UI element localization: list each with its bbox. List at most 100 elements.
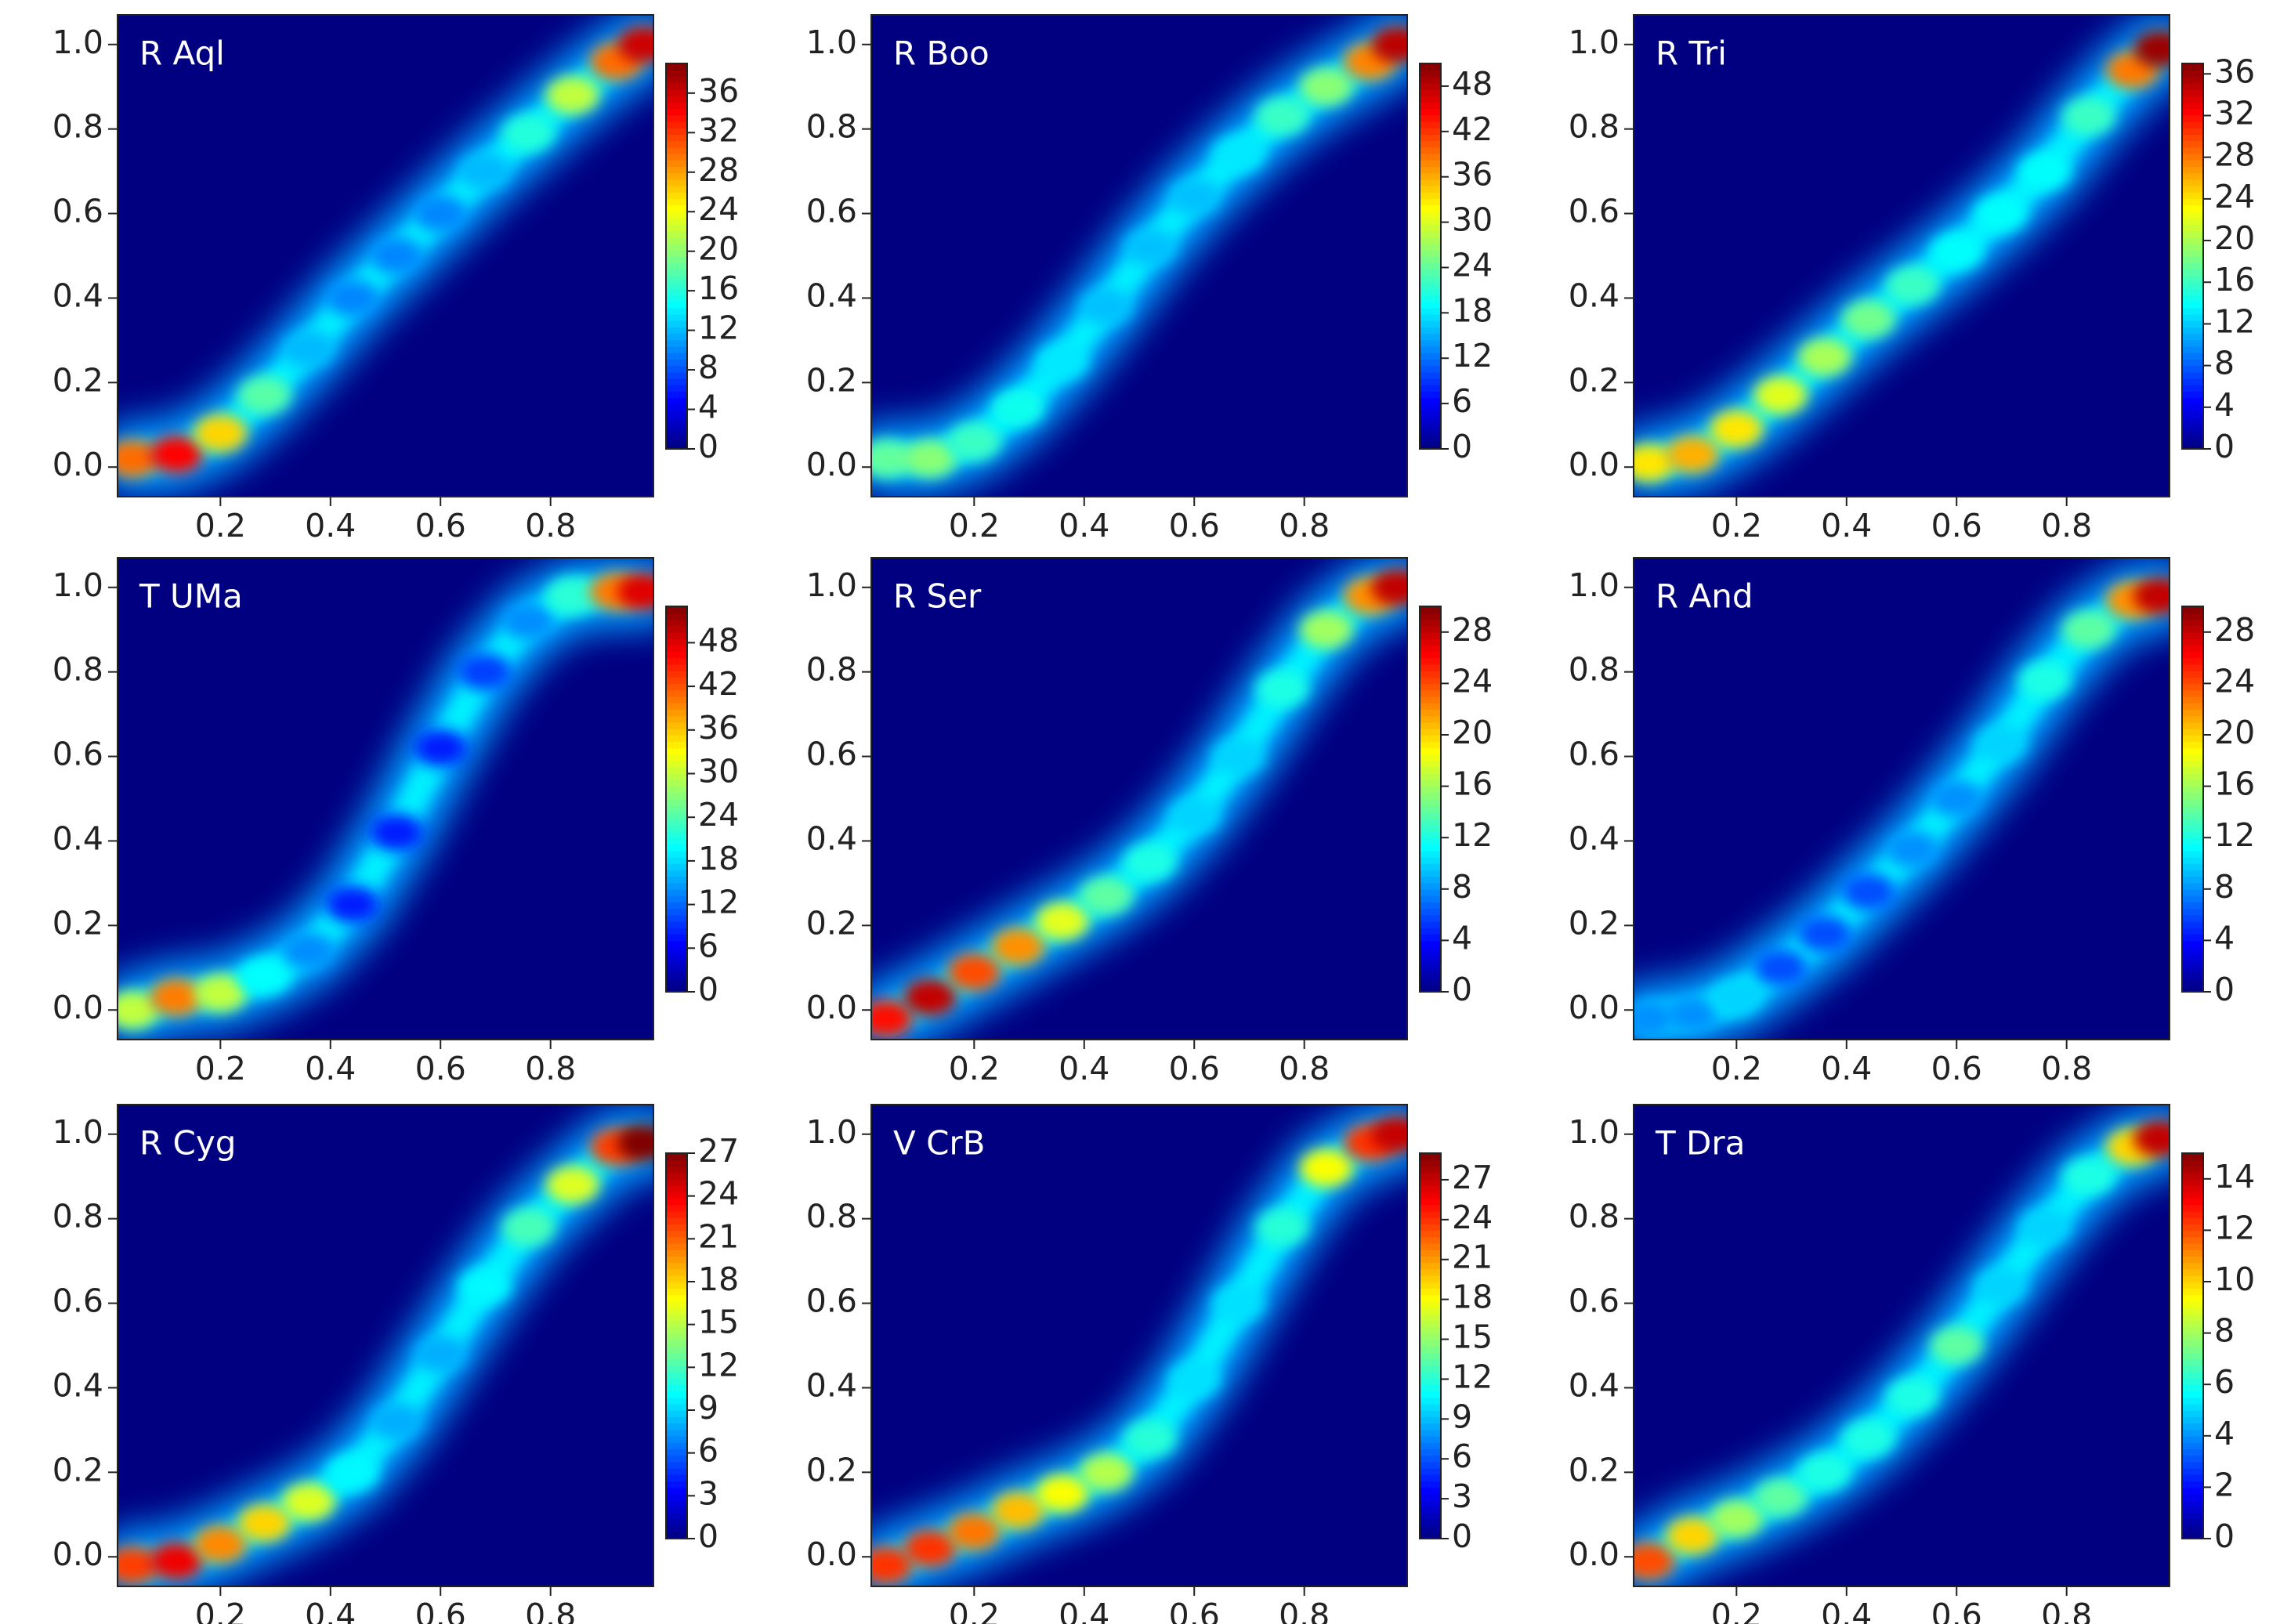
- density-peak: [281, 931, 335, 970]
- colorbar-tick-label: 3: [1452, 1478, 1472, 1515]
- y-tick-label: 0.0: [52, 1535, 103, 1573]
- y-tick-label: 0.6: [52, 193, 103, 230]
- x-tick-label: 0.2: [949, 1597, 1000, 1624]
- density-peak: [194, 974, 248, 1012]
- y-tick-label: 0.8: [806, 108, 857, 146]
- colorbar-tick-label: 0: [1452, 1517, 1472, 1555]
- density-peak: [1255, 1208, 1309, 1246]
- plot-frame: [117, 1104, 654, 1587]
- plot-area: [118, 558, 653, 1040]
- colorbar-tick-label: 15: [698, 1304, 739, 1341]
- x-tick-label: 0.8: [525, 507, 576, 544]
- colorbar-tick-label: 16: [2214, 261, 2255, 298]
- x-tick-label: 0.8: [2041, 507, 2092, 544]
- colorbar: 0 6 12 18 24 30 36 42 48: [665, 606, 739, 1008]
- x-tick-label: 0.6: [1931, 1597, 1982, 1624]
- density-peak: [1211, 737, 1265, 776]
- density-peak: [2061, 97, 2115, 136]
- density-peak: [2018, 661, 2072, 700]
- colorbar-tick-label: 18: [698, 1260, 739, 1298]
- y-tick-label: 1.0: [1569, 566, 1620, 604]
- panel: R Tri 0.2 0.4 0.6 0.8 0.0 0.2 0.4 0.6 0.8 1.0 0 4 8 12…: [1569, 14, 2255, 544]
- y-tick-label: 0.2: [1569, 1451, 1620, 1488]
- colorbar-tick-label: 6: [698, 927, 718, 964]
- colorbar-tick-label: 2: [2214, 1466, 2235, 1503]
- y-tick-label: 0.2: [52, 904, 103, 942]
- y-tick-label: 0.6: [806, 193, 857, 230]
- x-tick-label: 0.8: [1279, 1597, 1330, 1624]
- y-tick-label: 0.2: [1569, 904, 1620, 942]
- plot-frame: [870, 557, 1408, 1040]
- colorbar-tick-label: 42: [698, 665, 739, 703]
- x-tick-label: 0.8: [525, 1050, 576, 1087]
- density-peak: [1886, 830, 1940, 869]
- density-peak: [545, 76, 599, 114]
- density-peak: [370, 237, 424, 275]
- x-tick-label: 0.6: [1931, 507, 1982, 544]
- colorbar-frame: [2181, 63, 2204, 450]
- colorbar-tick-label: 12: [698, 309, 739, 347]
- colorbar-tick-label: 0: [2214, 428, 2235, 465]
- x-tick-label: 0.6: [1169, 1597, 1220, 1624]
- colorbar-tick-label: 24: [698, 796, 739, 834]
- y-tick-label: 0.8: [806, 1198, 857, 1235]
- colorbar-tick-label: 32: [2214, 94, 2255, 132]
- y-tick-label: 0.4: [806, 277, 857, 314]
- panel-title: R And: [1656, 577, 1753, 616]
- colorbar-tick-label: 28: [2214, 611, 2255, 649]
- colorbar-frame: [665, 606, 688, 993]
- y-tick-label: 0.0: [806, 446, 857, 483]
- y-tick-label: 0.4: [52, 1366, 103, 1404]
- colorbar-tick-label: 24: [1452, 662, 1493, 700]
- density-peak: [871, 1546, 913, 1585]
- plot-area: [871, 15, 1407, 496]
- colorbar-tick-label: 0: [2214, 1517, 2235, 1555]
- x-tick-label: 0.6: [1169, 507, 1220, 544]
- y-tick-label: 0.4: [806, 1366, 857, 1404]
- density-peak: [1167, 797, 1221, 835]
- x-tick-label: 0.4: [1059, 1597, 1109, 1624]
- y-tick-label: 0.4: [1569, 1366, 1620, 1404]
- density-peak: [2133, 577, 2170, 615]
- colorbar-tick-label: 8: [1452, 868, 1472, 906]
- density-peak: [1299, 1148, 1353, 1187]
- panel: R Aql 0.2 0.4 0.6 0.8 0.0 0.2 0.4 0.6 0.8 1.0 04812…: [52, 14, 739, 544]
- density-peak: [237, 957, 291, 996]
- density-peak: [1255, 670, 1309, 708]
- panel: R Cyg 0.2 0.4 0.6 0.8 0.0 0.2 0.4 0.6 0.8 1.0 0 3 6 9 1…: [52, 1104, 739, 1624]
- density-peak: [1841, 873, 1895, 911]
- colorbar-tick-label: 18: [1452, 1279, 1493, 1316]
- colorbar: 0 4 8 12 16 20 24 28 32 36: [2181, 52, 2255, 465]
- x-tick-label: 0.4: [305, 507, 356, 544]
- plot-frame: [117, 557, 654, 1040]
- colorbar-tick-label: 12: [698, 884, 739, 921]
- x-tick-label: 0.6: [1169, 1050, 1220, 1087]
- density-peak: [545, 577, 599, 615]
- panel-title: R Tri: [1656, 34, 1727, 73]
- colorbar-tick-label: 32: [698, 111, 739, 149]
- density-peak: [237, 376, 291, 414]
- colorbar-tick-label: 4: [2214, 919, 2235, 957]
- colorbar-tick-label: 6: [1452, 382, 1472, 420]
- y-tick-label: 1.0: [806, 24, 857, 61]
- x-tick-label: 0.4: [1059, 507, 1109, 544]
- colorbar-tick-label: 12: [1452, 1358, 1493, 1395]
- colorbar-tick-label: 0: [1452, 971, 1472, 1008]
- density-peak: [1035, 902, 1089, 940]
- colorbar-tick-label: 6: [698, 1432, 718, 1470]
- y-tick-label: 0.2: [806, 361, 857, 399]
- colorbar-tick-label: 12: [1452, 337, 1493, 374]
- x-tick-label: 0.4: [1821, 507, 1872, 544]
- y-tick-label: 0.6: [1569, 1282, 1620, 1320]
- y-tick-label: 0.6: [806, 736, 857, 773]
- colorbar-tick-label: 8: [2214, 1312, 2235, 1350]
- panel: T UMa 0.2 0.4 0.6 0.8 0.0 0.2 0.4 0.6 0.8 1.0 0 6 12 1…: [52, 557, 739, 1087]
- density-peak: [2061, 1157, 2115, 1195]
- y-tick-label: 0.6: [52, 736, 103, 773]
- y-tick-label: 0.2: [52, 361, 103, 399]
- y-tick-label: 0.8: [1569, 651, 1620, 689]
- plot-frame: [1633, 557, 2170, 1040]
- colorbar-tick-label: 0: [1452, 428, 1472, 465]
- density-peak: [1167, 177, 1221, 215]
